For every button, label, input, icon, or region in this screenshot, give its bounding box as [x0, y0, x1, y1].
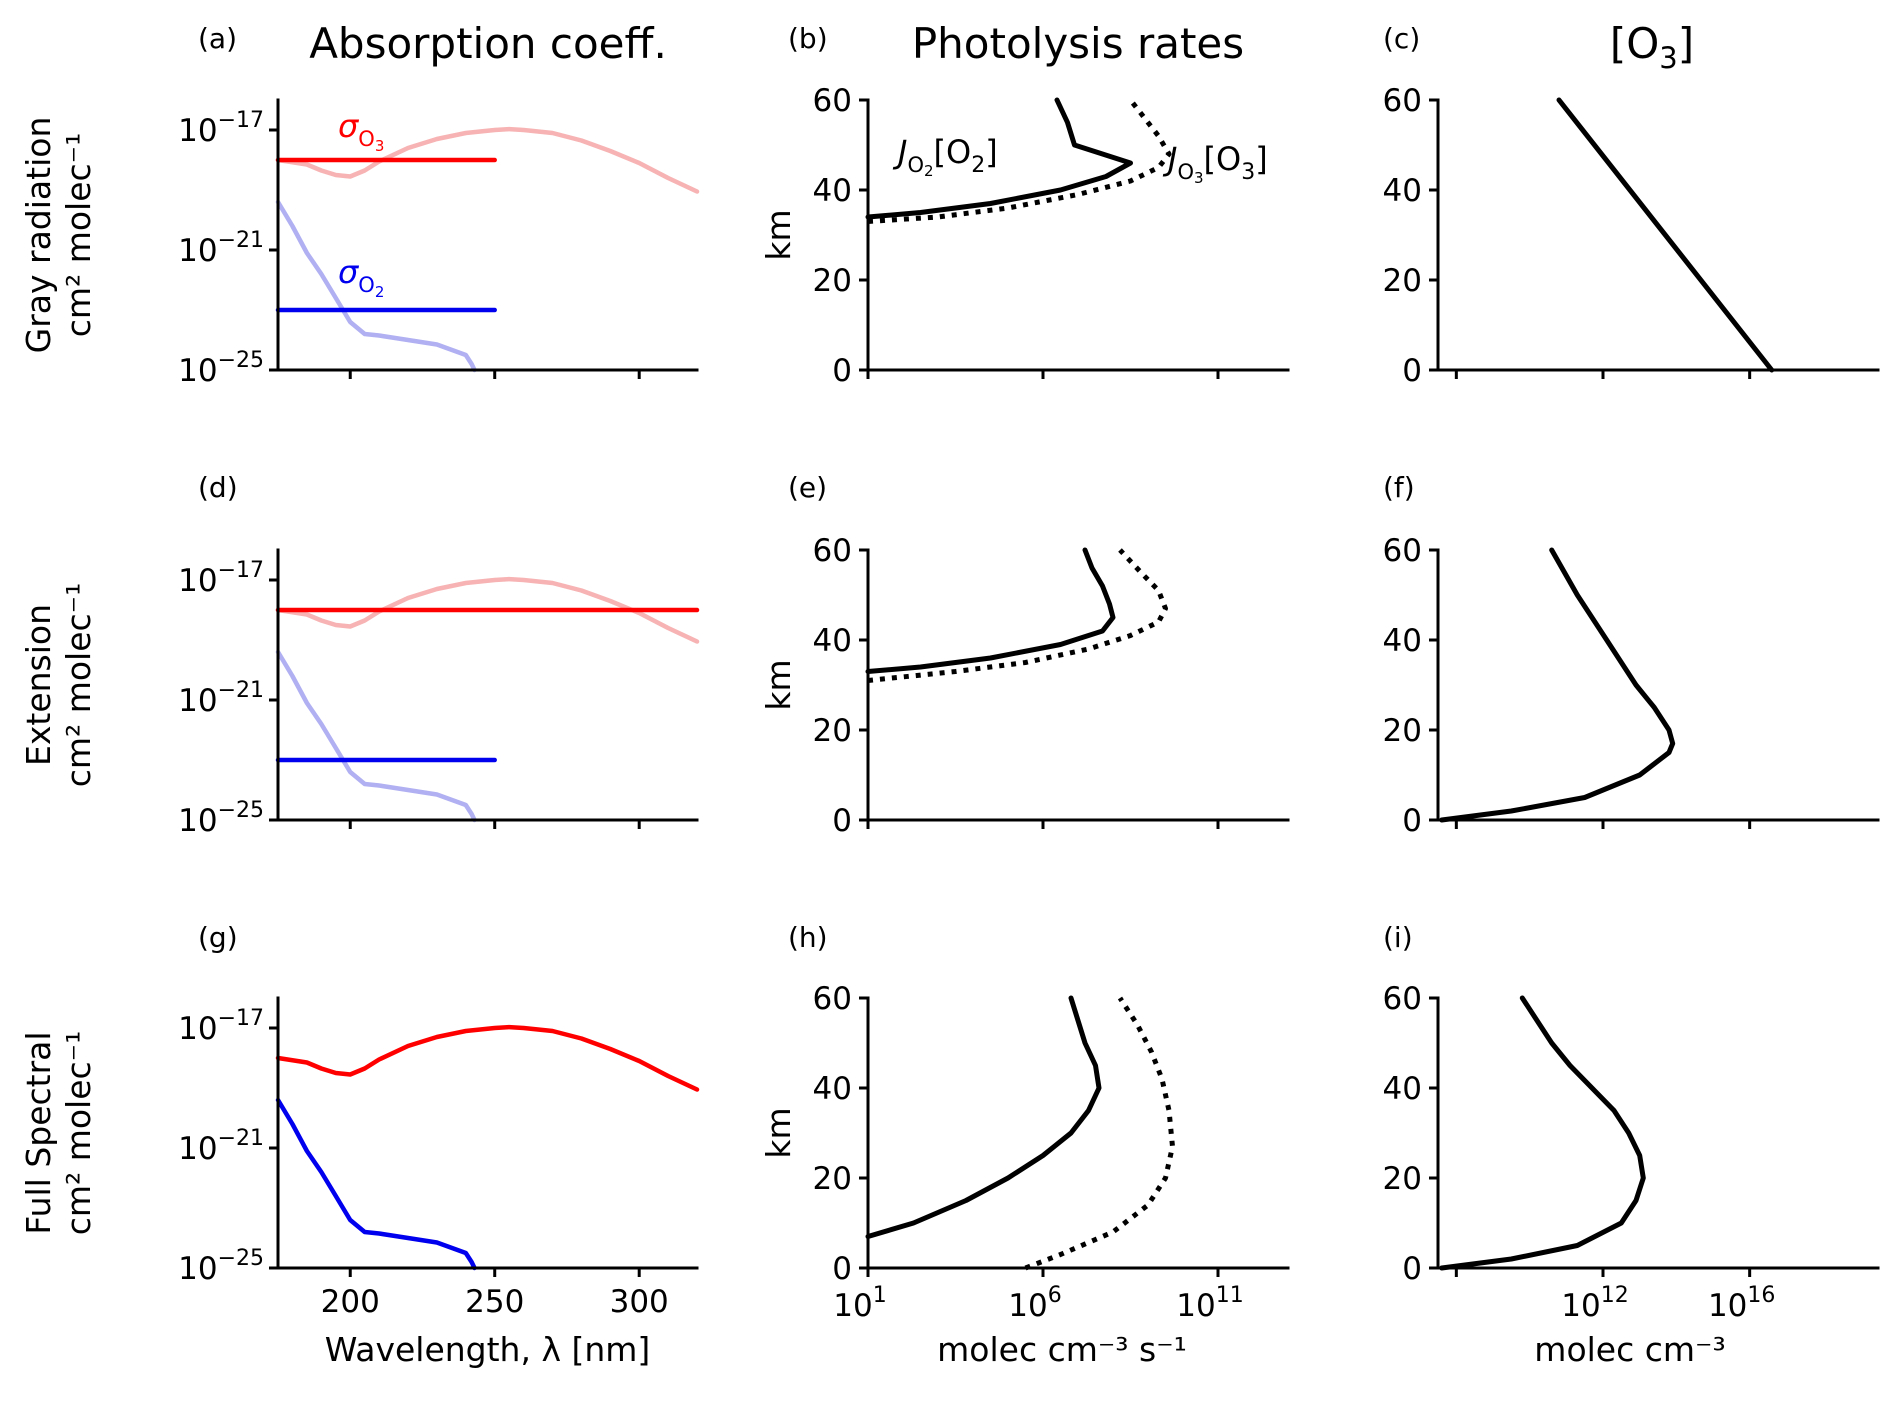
y-tick-label: 40 — [1383, 1071, 1422, 1107]
y-tick-label: 60 — [813, 981, 852, 1017]
ylabel-km: km — [759, 1107, 798, 1158]
y-tick-label: 40 — [1383, 173, 1422, 209]
j-o3-profile-line — [1024, 996, 1175, 1271]
y-tick-label: 10−17 — [178, 108, 264, 149]
xlabel-photolysis-units: molec cm⁻³ s⁻¹ — [937, 1330, 1187, 1369]
column-title-absorption: Absorption coeff. — [309, 19, 667, 68]
panel-e: (e) 0 20 40 60 km — [759, 471, 1290, 839]
y-tick-label: 0 — [832, 353, 852, 389]
panel-tag: (a) — [198, 22, 237, 55]
panel-a: (a) σO3 σO2 10−17 10−21 10−25 — [178, 22, 700, 389]
o3-cross-section-line — [275, 1024, 700, 1092]
ozone-profile-line — [1439, 547, 1676, 823]
y-tick-label: 10−25 — [178, 798, 264, 839]
y-tick-label: 40 — [813, 623, 852, 659]
sigma-o3-label: σO3 — [338, 107, 384, 155]
y-tick-label: 20 — [1383, 1161, 1422, 1197]
panel-b: (b) JO2[O2] JO3[O3] 0 20 40 60 km — [759, 22, 1290, 389]
ozone-profile-line — [1439, 995, 1646, 1271]
y-tick-label: 10−21 — [178, 228, 264, 269]
y-tick-label: 10−25 — [178, 348, 264, 389]
x-tick-label: 1011 — [1176, 1283, 1243, 1324]
x-tick-label: 300 — [610, 1284, 669, 1320]
ylabel-cross-section: cm² molec⁻¹ — [59, 583, 98, 788]
j-o2-profile-line — [865, 995, 1102, 1239]
panel-tag: (c) — [1383, 22, 1420, 55]
panel-tag: (g) — [198, 921, 238, 954]
j-o2-label: JO2[O2] — [892, 133, 998, 180]
xlabel-concentration-units: molec cm⁻³ — [1534, 1330, 1725, 1369]
ozone-profile-line — [1556, 97, 1775, 373]
y-tick-label: 20 — [813, 713, 852, 749]
y-tick-label: 60 — [1383, 981, 1422, 1017]
row-label-group: Extension cm² molec⁻¹ — [19, 583, 98, 788]
column-title-ozone: [O3] — [1610, 19, 1694, 75]
x-tick-label: 250 — [465, 1284, 524, 1320]
panel-tag: (e) — [788, 471, 827, 504]
ylabel-km: km — [759, 209, 798, 260]
ylabel-km-group: km — [759, 209, 798, 260]
panel-h: (h) 0 20 40 60 101 106 1011 km molec cm⁻³ s⁻¹ — [759, 921, 1290, 1369]
y-tick-label: 10−21 — [178, 678, 264, 719]
panel-tag: (d) — [198, 471, 238, 504]
panel-i: (i) 0 20 40 60 1012 1016 molec cm⁻³ — [1383, 921, 1880, 1369]
y-tick-label: 60 — [813, 533, 852, 569]
j-o2-profile-line — [865, 547, 1116, 674]
panel-f: (f) 0 20 40 60 — [1383, 471, 1880, 839]
x-tick-label: 106 — [1008, 1283, 1061, 1324]
row-label: Extension — [19, 604, 58, 766]
y-tick-label: 20 — [1383, 713, 1422, 749]
panel-d: (d) 10−17 10−21 10−25 — [178, 471, 700, 839]
y-tick-label: 0 — [1402, 1251, 1422, 1287]
row-label-group: Gray radiation cm² molec⁻¹ — [19, 117, 98, 354]
x-tick-label: 1016 — [1708, 1283, 1775, 1324]
column-title-photolysis: Photolysis rates — [912, 19, 1244, 68]
y-tick-label: 10−25 — [178, 1246, 264, 1287]
panel-tag: (h) — [788, 921, 828, 954]
y-tick-label: 20 — [813, 1161, 852, 1197]
ylabel-km-group: km — [759, 659, 798, 710]
row-label: Gray radiation — [19, 117, 58, 354]
panel-tag: (i) — [1383, 921, 1413, 954]
ylabel-cross-section: cm² molec⁻¹ — [59, 133, 98, 338]
y-tick-label: 0 — [1402, 353, 1422, 389]
ylabel-cross-section: cm² molec⁻¹ — [59, 1031, 98, 1236]
y-tick-label: 20 — [813, 263, 852, 299]
y-tick-label: 10−21 — [178, 1126, 264, 1167]
ylabel-km: km — [759, 659, 798, 710]
x-tick-label: 1012 — [1561, 1283, 1628, 1324]
o3-cross-section-line — [275, 126, 700, 194]
o2-cross-section-line — [275, 199, 477, 373]
y-tick-label: 0 — [832, 1251, 852, 1287]
y-tick-label: 10−17 — [178, 558, 264, 599]
y-tick-label: 20 — [1383, 263, 1422, 299]
x-tick-label: 101 — [833, 1283, 886, 1324]
j-o2-profile-line — [865, 97, 1133, 220]
o3-cross-section-line — [275, 576, 700, 644]
y-tick-label: 0 — [1402, 803, 1422, 839]
y-tick-label: 0 — [832, 803, 852, 839]
y-tick-label: 60 — [1383, 533, 1422, 569]
y-tick-label: 40 — [1383, 623, 1422, 659]
panel-tag: (b) — [788, 22, 828, 55]
xlabel-wavelength: Wavelength, λ [nm] — [325, 1330, 651, 1369]
j-o3-label: JO3[O3] — [1162, 140, 1268, 187]
panel-tag: (f) — [1383, 471, 1415, 504]
y-tick-label: 60 — [813, 83, 852, 119]
o2-cross-section-line — [275, 649, 477, 823]
y-tick-label: 10−17 — [178, 1006, 264, 1047]
y-tick-label: 40 — [813, 1071, 852, 1107]
panel-g: (g) 10−17 10−21 10−25 200 250 300 Wavelength, λ… — [178, 921, 700, 1369]
row-label-group: Full Spectral cm² molec⁻¹ — [19, 1031, 98, 1236]
ylabel-km-group: km — [759, 1107, 798, 1158]
y-tick-label: 40 — [813, 173, 852, 209]
x-tick-label: 200 — [321, 1284, 380, 1320]
o2-cross-section-line — [275, 1097, 477, 1271]
panel-c: (c) 0 20 40 60 — [1383, 22, 1880, 389]
y-tick-label: 60 — [1383, 83, 1422, 119]
sigma-o2-label: σO2 — [338, 253, 384, 301]
j-o3-profile-line — [867, 548, 1168, 683]
row-label: Full Spectral — [19, 1031, 58, 1234]
